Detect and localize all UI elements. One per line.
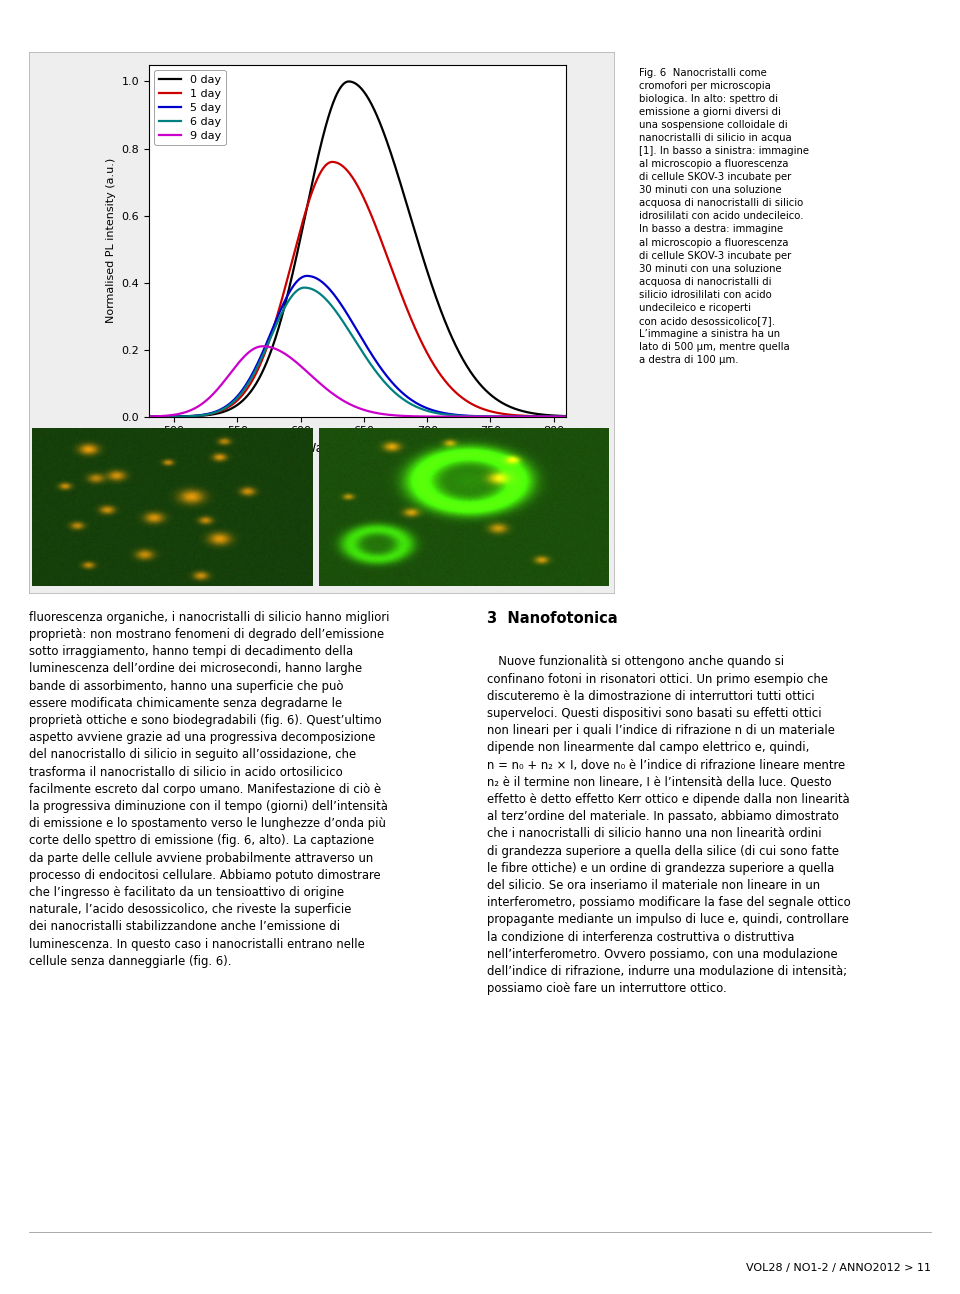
1 day bbox=[484, 404, 495, 419]
Text: VOL28 / NO1-2 / ANNO2012 > 11: VOL28 / NO1-2 / ANNO2012 > 11 bbox=[746, 1263, 931, 1273]
1 day bbox=[176, 409, 187, 424]
5 day bbox=[435, 405, 446, 421]
1 day bbox=[476, 401, 488, 417]
5 day bbox=[325, 283, 337, 299]
6 day bbox=[325, 298, 337, 313]
0 day bbox=[484, 387, 495, 402]
Text: L. PAVESI et al.: LA NANOFOTONICA IN SILICIO E LA FOTONICA CON IL NANOSILICIO: L. PAVESI et al.: LA NANOFOTONICA IN SIL… bbox=[264, 19, 696, 30]
6 day bbox=[310, 283, 322, 299]
5 day bbox=[476, 409, 488, 424]
Text: Nuove funzionalità si ottengono anche quando si
confinano fotoni in risonatori o: Nuove funzionalità si ottengono anche qu… bbox=[487, 655, 851, 995]
9 day bbox=[310, 371, 322, 387]
5 day bbox=[131, 409, 142, 424]
Text: Fig. 6  Nanocristalli come
cromofori per microscopia
biologica. In alto: spettro: Fig. 6 Nanocristalli come cromofori per … bbox=[639, 69, 809, 365]
1 day bbox=[326, 154, 338, 170]
0 day bbox=[476, 379, 488, 395]
1 day bbox=[309, 176, 321, 192]
9 day bbox=[176, 405, 187, 421]
1 day bbox=[573, 409, 585, 424]
9 day bbox=[476, 409, 488, 424]
9 day bbox=[484, 409, 495, 424]
9 day bbox=[131, 409, 142, 424]
0 day bbox=[131, 409, 142, 424]
9 day bbox=[257, 339, 269, 355]
1 day bbox=[325, 154, 337, 170]
6 day bbox=[573, 409, 585, 424]
Legend: 0 day, 1 day, 5 day, 6 day, 9 day: 0 day, 1 day, 5 day, 6 day, 9 day bbox=[155, 70, 226, 145]
0 day bbox=[176, 409, 187, 424]
Line: 9 day: 9 day bbox=[136, 347, 579, 417]
Text: fluorescenza organiche, i nanocristalli di silicio hanno migliori
proprietà: non: fluorescenza organiche, i nanocristalli … bbox=[29, 611, 390, 968]
5 day bbox=[176, 409, 187, 424]
Line: 0 day: 0 day bbox=[136, 82, 579, 417]
6 day bbox=[435, 406, 446, 422]
5 day bbox=[310, 270, 322, 286]
6 day bbox=[176, 409, 187, 424]
5 day bbox=[301, 268, 313, 283]
9 day bbox=[573, 409, 585, 424]
Line: 6 day: 6 day bbox=[136, 287, 579, 417]
1 day bbox=[131, 409, 142, 424]
5 day bbox=[484, 409, 495, 424]
X-axis label: Wavelength (nm): Wavelength (nm) bbox=[303, 443, 412, 455]
Line: 5 day: 5 day bbox=[136, 276, 579, 417]
Line: 1 day: 1 day bbox=[136, 162, 579, 417]
Text: 3  Nanofotonica: 3 Nanofotonica bbox=[487, 611, 617, 626]
0 day bbox=[325, 101, 337, 116]
0 day bbox=[435, 303, 446, 318]
0 day bbox=[573, 409, 585, 424]
1 day bbox=[435, 367, 446, 383]
6 day bbox=[484, 409, 495, 424]
0 day bbox=[343, 74, 354, 89]
9 day bbox=[435, 409, 446, 424]
9 day bbox=[325, 386, 337, 401]
5 day bbox=[573, 409, 585, 424]
6 day bbox=[299, 280, 310, 295]
6 day bbox=[476, 409, 488, 424]
0 day bbox=[309, 162, 321, 177]
Y-axis label: Normalised PL intensity (a.u.): Normalised PL intensity (a.u.) bbox=[106, 158, 116, 324]
6 day bbox=[131, 409, 142, 424]
